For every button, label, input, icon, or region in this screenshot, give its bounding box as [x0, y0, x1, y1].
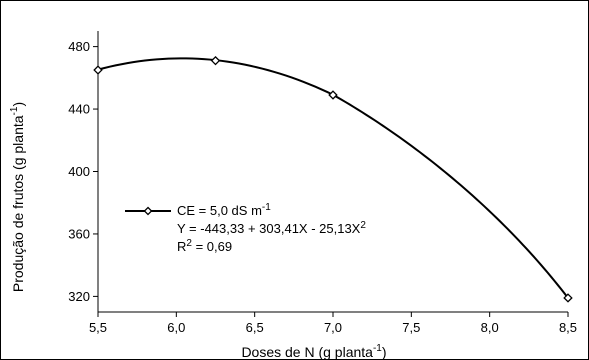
x-tick-label: 5,5	[89, 320, 107, 335]
equation-annotation: Y = -443,33 + 303,41X - 25,13X2	[177, 220, 366, 236]
equation-main: Y = -443,33 + 303,41X - 25,13X	[177, 221, 361, 236]
r-squared-prefix: R	[177, 239, 186, 254]
data-point	[210, 55, 221, 66]
r-squared-value: = 0,69	[192, 239, 232, 254]
y-tick-label: 360	[68, 226, 90, 241]
r-squared-sup: 2	[186, 238, 192, 249]
x-tick-label: 7,0	[324, 320, 342, 335]
legend-label: CE = 5,0 dS m-1	[177, 202, 271, 218]
y-tick-label: 400	[68, 164, 90, 179]
data-point	[328, 90, 338, 100]
y-tick-label: 480	[68, 39, 90, 54]
legend-label-sup: -1	[262, 202, 271, 213]
x-tick-label: 6,0	[167, 320, 185, 335]
x-axis-title: Doses de N (g planta-1)	[241, 343, 386, 359]
x-tick-label: 8,0	[481, 320, 499, 335]
y-tick-label: 440	[68, 102, 90, 117]
r-squared-annotation: R2 = 0,69	[177, 238, 232, 254]
data-point	[93, 65, 103, 75]
x-tick-label: 7,5	[402, 320, 420, 335]
y-axis-title-end: )	[10, 102, 26, 107]
legend-marker	[143, 206, 153, 216]
x-tick-label: 6,5	[246, 320, 264, 335]
y-axis-title-sup: -1	[9, 106, 20, 115]
x-axis-title-main: Doses de N (g planta	[241, 344, 373, 359]
plot-area: 320 360 400 440 480 5,5 6,0 6,5 7,0 7,5 8,0 8,5	[68, 31, 577, 335]
series-line	[97, 57, 569, 299]
equation-sup: 2	[360, 220, 366, 231]
x-axis-title-end: )	[382, 344, 387, 359]
y-axis-title: Produção de frutos (g planta-1)	[9, 102, 26, 292]
x-axis-title-sup: -1	[373, 343, 382, 354]
y-axis-title-main: Produção de frutos (g planta	[10, 115, 26, 292]
legend: CE = 5,0 dS m-1	[125, 202, 271, 218]
data-point	[563, 293, 573, 303]
legend-label-main: CE = 5,0 dS m	[177, 203, 262, 218]
y-tick-label: 320	[68, 289, 90, 304]
x-tick-label: 8,5	[559, 320, 577, 335]
